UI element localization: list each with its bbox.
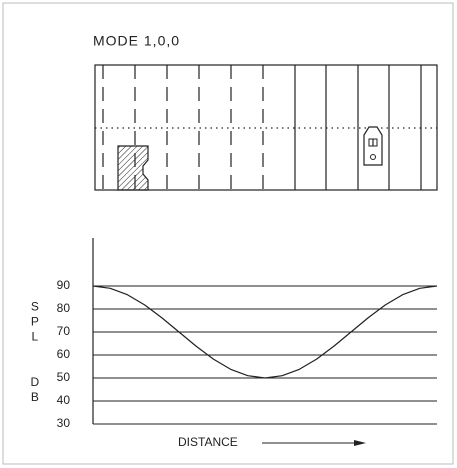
y-tick-label: 70: [57, 324, 71, 338]
y-tick-label: 90: [57, 278, 71, 292]
frame: [2, 2, 454, 465]
room-diagram: [94, 64, 438, 191]
x-label: DISTANCE: [178, 435, 238, 449]
y-tick-label: 50: [57, 370, 71, 384]
y-tick-label: 60: [57, 347, 71, 361]
spl-curve: [92, 285, 438, 379]
y-label: SPL: [28, 300, 42, 345]
x-arrow: [262, 440, 366, 446]
y-tick-label: 40: [57, 393, 71, 407]
y-tick-label: 80: [57, 301, 71, 315]
y-tick-label: 30: [57, 416, 71, 430]
chart-title: MODE 1,0,0: [93, 33, 180, 49]
y-label: DB: [28, 375, 42, 405]
